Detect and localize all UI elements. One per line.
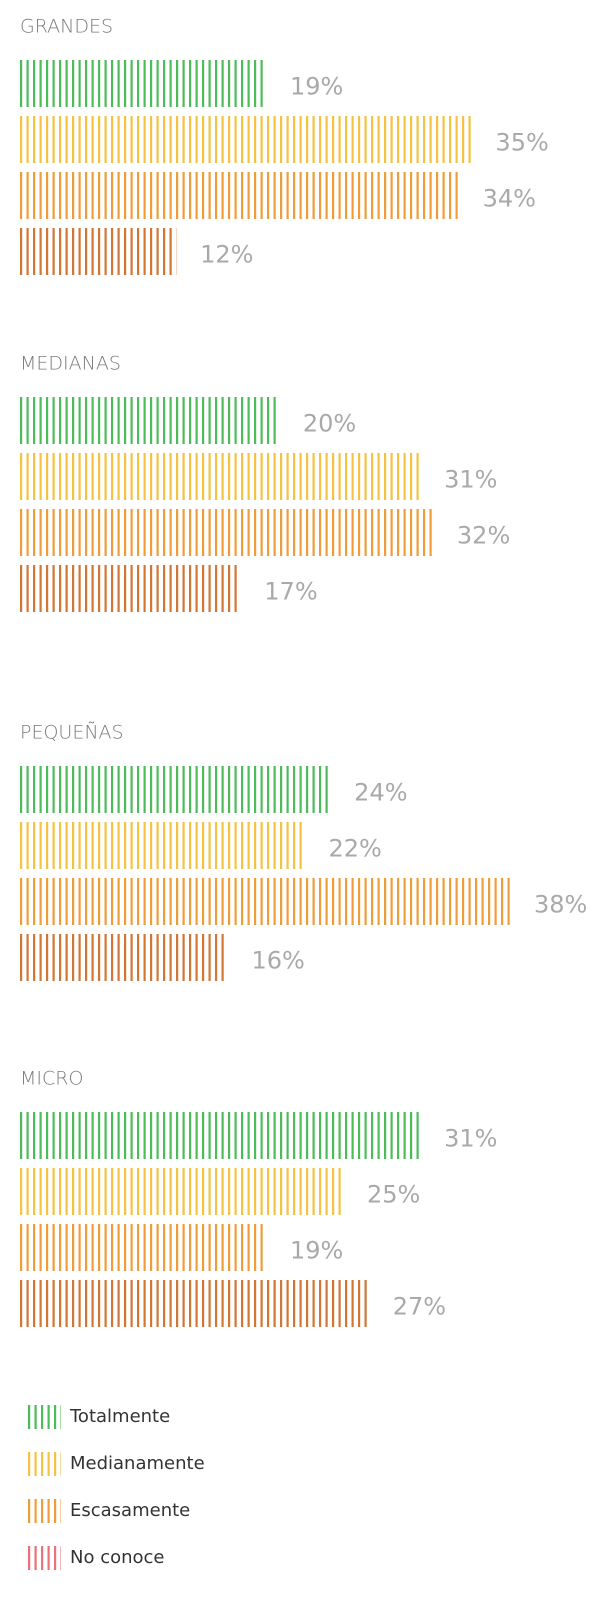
bar xyxy=(20,766,331,813)
legend-swatch xyxy=(28,1499,61,1523)
value-label: 34% xyxy=(483,185,536,213)
bar xyxy=(20,1280,369,1327)
value-label: 22% xyxy=(329,835,382,863)
value-label: 20% xyxy=(303,410,356,438)
bar xyxy=(20,878,511,925)
value-label: 31% xyxy=(444,466,497,494)
bar xyxy=(20,172,459,219)
value-label: 16% xyxy=(251,947,304,975)
bar xyxy=(20,228,177,275)
value-label: 38% xyxy=(534,891,587,919)
legend-label: Totalmente xyxy=(69,1406,170,1427)
legend-label: Medianamente xyxy=(70,1453,205,1474)
bar xyxy=(20,1224,267,1271)
value-label: 32% xyxy=(457,522,510,550)
value-label: 27% xyxy=(393,1293,446,1321)
bar xyxy=(20,453,421,500)
bar xyxy=(20,509,434,556)
bar xyxy=(20,116,472,163)
bar xyxy=(20,822,305,869)
value-label: 17% xyxy=(264,578,317,606)
legend-label: No conoce xyxy=(70,1547,165,1568)
bar xyxy=(20,934,228,981)
bar xyxy=(20,60,267,107)
value-label: 31% xyxy=(444,1125,497,1153)
legend-swatch xyxy=(28,1452,61,1476)
bar xyxy=(20,397,280,444)
value-label: 35% xyxy=(495,129,548,157)
legend-label: Escasamente xyxy=(70,1500,190,1521)
value-label: 25% xyxy=(367,1181,420,1209)
bar xyxy=(20,565,241,612)
group-title: GRANDES xyxy=(20,16,113,38)
value-label: 24% xyxy=(354,779,407,807)
value-label: 19% xyxy=(290,73,343,101)
legend-swatch xyxy=(28,1405,61,1429)
group-title: MEDIANAS xyxy=(20,353,121,375)
legend-swatch xyxy=(28,1546,61,1570)
group-title: MICRO xyxy=(20,1068,83,1090)
group-title: PEQUEÑAS xyxy=(20,721,124,744)
bar xyxy=(20,1168,344,1215)
bar xyxy=(20,1112,421,1159)
value-label: 12% xyxy=(200,241,253,269)
value-label: 19% xyxy=(290,1237,343,1265)
